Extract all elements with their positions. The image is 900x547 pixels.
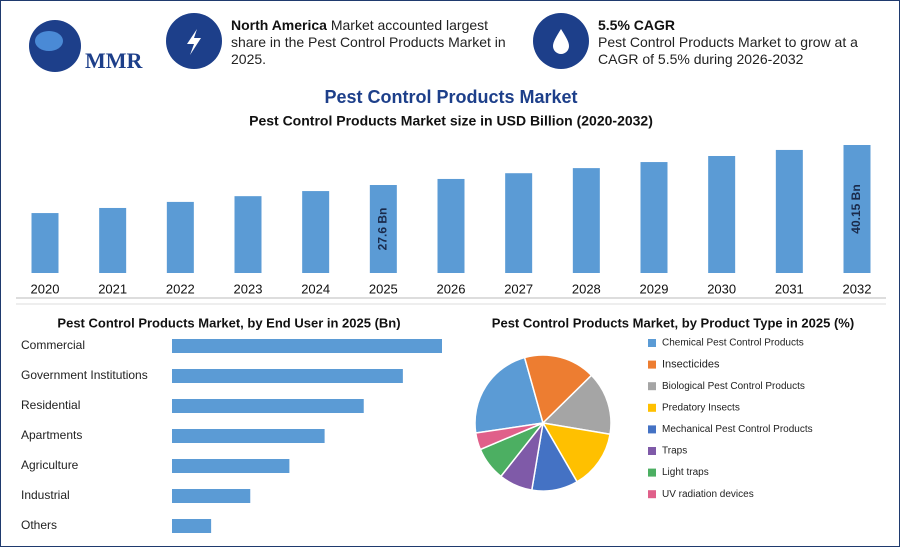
pie-slice — [474, 422, 544, 451]
x-tick-label: 2030 — [707, 281, 736, 296]
bar — [172, 489, 251, 503]
legend-swatch — [648, 339, 656, 347]
chart-title: Pest Control Products Market — [324, 87, 577, 107]
bar — [572, 168, 600, 273]
pie-slice — [474, 356, 544, 434]
legend-label: Chemical Pest Control Products — [662, 338, 804, 349]
pie-slice — [541, 421, 611, 483]
legend-swatch — [648, 403, 656, 412]
bar — [99, 207, 127, 273]
x-tick-label: 2027 — [504, 281, 533, 296]
bar — [369, 185, 397, 273]
bar — [172, 429, 325, 443]
bar — [172, 519, 212, 533]
bar — [31, 213, 59, 273]
bar — [234, 196, 262, 273]
chart-subtitle: Pest Control Products Market size in USD… — [249, 113, 653, 129]
info-left: North America Market accounted largest s… — [231, 17, 516, 68]
highlight: 5.5% CAGR — [598, 17, 676, 33]
chart-title: Pest Control Products Market, by End Use… — [57, 315, 400, 330]
legend-swatch — [648, 447, 656, 455]
x-tick-label: 2032 — [843, 281, 872, 296]
legend-swatch — [648, 490, 656, 499]
legend-label: Light traps — [662, 467, 709, 478]
bar — [172, 339, 442, 353]
legend-label: Traps — [662, 446, 687, 457]
legend-label: UV radiation devices — [662, 489, 754, 500]
category-label: Government Institutions — [21, 368, 148, 382]
x-tick-label: 2022 — [166, 281, 195, 296]
info-right: 5.5% CAGR Pest Control Products Market to… — [598, 17, 888, 68]
bar — [172, 399, 364, 413]
bar — [302, 191, 330, 273]
info-text: Market accounted largest share in the Pe… — [231, 17, 506, 67]
x-tick-label: 2028 — [572, 281, 601, 296]
legend-label: Insecticides — [662, 359, 720, 371]
x-tick-label: 2021 — [98, 281, 127, 296]
category-label: Others — [21, 518, 57, 532]
legend-label: Predatory Insects — [662, 402, 740, 413]
highlight: North America — [231, 17, 327, 33]
bar — [843, 145, 871, 273]
bar — [708, 155, 736, 273]
drop-icon — [553, 29, 569, 54]
info-text: Pest Control Products Market to grow at … — [598, 34, 858, 67]
legend-swatch — [648, 468, 656, 477]
pie-slice — [523, 354, 593, 425]
value-label: 27.6 Bn — [376, 208, 390, 251]
category-label: Apartments — [21, 428, 82, 442]
bar — [775, 149, 803, 273]
x-tick-label: 2025 — [369, 281, 398, 296]
bar — [437, 178, 465, 273]
x-tick-label: 2020 — [31, 281, 60, 296]
logo-land — [35, 31, 63, 51]
x-tick-label: 2024 — [301, 281, 330, 296]
bar — [640, 162, 668, 273]
legend-swatch — [648, 425, 656, 434]
legend-label: Biological Pest Control Products — [662, 381, 805, 392]
logo-text: MMR — [85, 48, 144, 73]
legend-label: Mechanical Pest Control Products — [662, 424, 813, 435]
x-tick-label: 2031 — [775, 281, 804, 296]
legend-swatch — [648, 382, 656, 391]
x-tick-label: 2023 — [234, 281, 263, 296]
x-tick-label: 2026 — [437, 281, 466, 296]
category-label: Agriculture — [21, 458, 79, 472]
bar — [172, 459, 290, 473]
category-label: Commercial — [21, 338, 85, 352]
value-label: 40.15 Bn — [849, 184, 863, 233]
bar — [505, 173, 533, 273]
category-label: Residential — [21, 398, 80, 412]
bolt-icon — [187, 29, 201, 55]
chart-title: Pest Control Products Market, by Product… — [492, 315, 854, 330]
x-tick-label: 2029 — [640, 281, 669, 296]
pie-slice — [541, 374, 612, 436]
bar — [172, 369, 403, 383]
legend-swatch — [648, 360, 656, 369]
category-label: Industrial — [21, 488, 70, 502]
bar — [166, 201, 194, 273]
